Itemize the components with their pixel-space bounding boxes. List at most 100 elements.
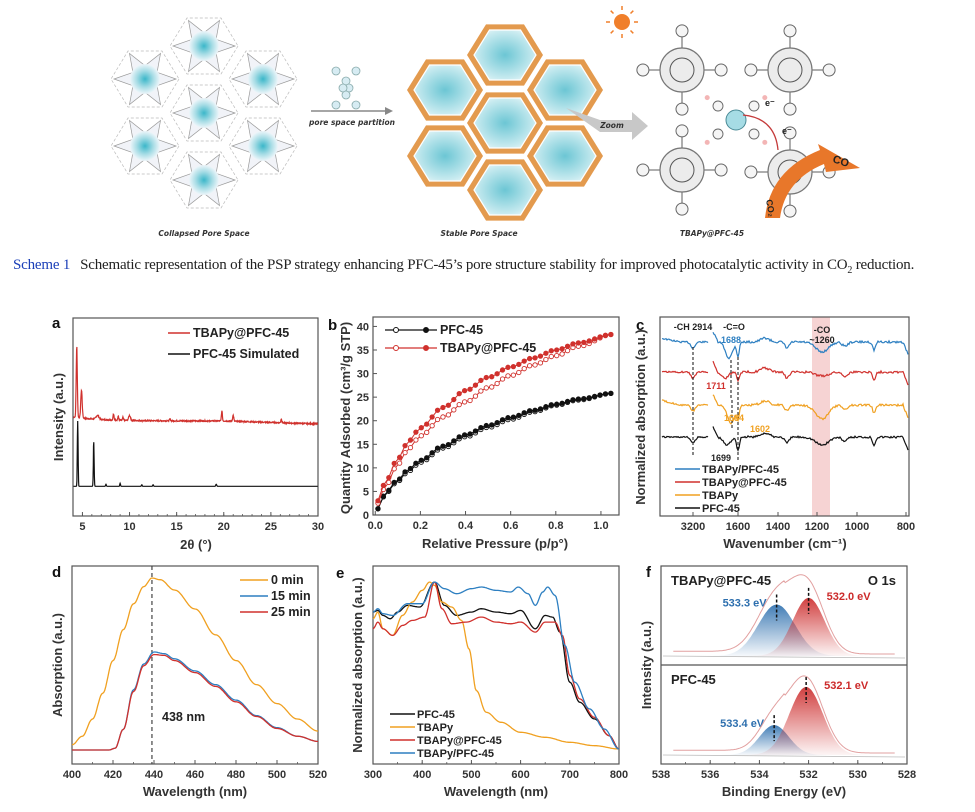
x-tick-label: 480 <box>227 769 245 781</box>
aryl-ring <box>783 126 797 140</box>
aryl-ring <box>675 102 689 116</box>
x-tick-label: 0.8 <box>548 520 563 532</box>
data-point <box>537 406 544 412</box>
data-point <box>510 364 517 370</box>
aryl-ring <box>783 102 797 116</box>
data-point <box>451 438 457 444</box>
x-tick-label: 10 <box>123 521 135 533</box>
x-tick-label: 25 <box>265 521 277 533</box>
data-point <box>407 465 414 472</box>
tbapy-arm <box>712 100 724 112</box>
porphyrin-core <box>669 57 695 83</box>
x-tick-label: 500 <box>268 769 286 781</box>
data-point <box>494 420 500 426</box>
data-point <box>564 398 571 405</box>
data-point <box>418 457 424 463</box>
series-line-TBAPy <box>372 581 619 750</box>
spectrum-segment <box>661 399 709 412</box>
y-axis-label: Normalized absorption (a.u.) <box>633 329 648 505</box>
data-point <box>499 417 506 423</box>
legend-c: TBAPy/PFC-45 TBAPy@PFC-45 TBAPy PFC-45 <box>675 464 787 515</box>
pore-core <box>189 98 219 128</box>
legend-label: TBAPy <box>702 490 739 502</box>
data-point <box>440 443 446 449</box>
spectrum-segment <box>712 426 909 452</box>
hex-cell-outline <box>110 50 180 108</box>
x-tick-label: 528 <box>898 769 916 781</box>
tbapy-arm <box>712 128 724 140</box>
data-point <box>548 402 554 408</box>
data-point <box>451 407 457 413</box>
data-point <box>483 385 489 391</box>
annotation: 1699 <box>711 453 731 463</box>
caption-subscript: 2 <box>847 265 853 276</box>
x-tick-label: 530 <box>849 769 867 781</box>
chart-title: O 1s <box>868 573 896 588</box>
data-point <box>413 429 419 435</box>
stable-pore <box>473 97 537 149</box>
data-point <box>597 392 603 398</box>
data-point <box>559 400 565 406</box>
x-tick-label: 400 <box>63 769 81 781</box>
x-tick-label: 20 <box>218 521 230 533</box>
data-point <box>521 358 527 364</box>
y-axis-label: Intensity (a.u.) <box>51 373 66 461</box>
data-point <box>472 393 479 399</box>
data-point <box>483 422 489 429</box>
annotation: -C=O <box>723 322 745 332</box>
data-point <box>559 346 565 352</box>
stable-pore <box>473 164 537 216</box>
x-axis-label: Wavenumber (cm⁻¹) <box>723 536 846 551</box>
data-point <box>445 441 452 448</box>
x-axis-label: Wavelength (nm) <box>143 784 247 799</box>
legend-label: TBAPy/PFC-45 <box>417 748 494 760</box>
pore-core <box>248 131 278 161</box>
legend-label: TBAPy <box>417 722 454 734</box>
data-point <box>429 450 435 456</box>
legend-e: PFC-45 TBAPy TBAPy@PFC-45 TBAPy/PFC-45 <box>390 709 502 760</box>
data-point <box>391 479 397 486</box>
band-annotation: -CO <box>814 325 831 335</box>
data-point <box>575 340 582 346</box>
peak-label: 533.3 eV <box>723 598 768 610</box>
aryl-ring <box>636 163 650 177</box>
isotherm-desorption <box>377 334 611 504</box>
data-point <box>424 429 430 436</box>
data-point <box>554 352 560 359</box>
data-point <box>581 396 587 402</box>
spectrum-segment <box>712 331 909 360</box>
data-point <box>554 401 560 407</box>
data-point <box>396 454 403 460</box>
data-point <box>586 338 592 344</box>
data-point <box>548 353 554 360</box>
data-point <box>489 384 495 390</box>
aryl-ring <box>744 63 758 77</box>
legend-marker-filled <box>423 327 429 333</box>
y-axis-label: Intensity (a.u.) <box>639 621 654 709</box>
legend-label: TBAPy@PFC-45 <box>440 341 536 355</box>
panel-c: c 3200 1600 1400 1200 1000 800 -CH 2914 -C=O … <box>633 316 915 551</box>
x-axis-label: Wavelength (nm) <box>444 784 548 799</box>
data-point <box>461 432 468 438</box>
carboxyl-group <box>704 95 710 101</box>
data-point <box>570 397 576 403</box>
y-tick-label: 25 <box>357 392 369 404</box>
data-point <box>532 355 538 361</box>
x-tick-label: 520 <box>309 769 327 781</box>
panel-label-f: f <box>646 564 652 581</box>
co2-label: CO₂ <box>764 199 777 218</box>
data-point <box>597 334 603 340</box>
plot-frame-b <box>372 316 620 516</box>
subplot-title: PFC-45 <box>671 672 716 687</box>
legend-marker-open <box>393 345 399 351</box>
data-point <box>375 506 381 512</box>
legend-label: TBAPy@PFC-45 <box>417 735 502 747</box>
x-tick-label: 0.6 <box>503 520 518 532</box>
data-point <box>591 336 598 342</box>
series-line-15-min <box>72 651 318 751</box>
aryl-ring <box>744 165 758 179</box>
legend-label: 15 min <box>271 589 311 603</box>
data-point <box>554 347 560 353</box>
hex-cell-outline <box>110 117 180 175</box>
aryl-ring <box>714 163 728 177</box>
